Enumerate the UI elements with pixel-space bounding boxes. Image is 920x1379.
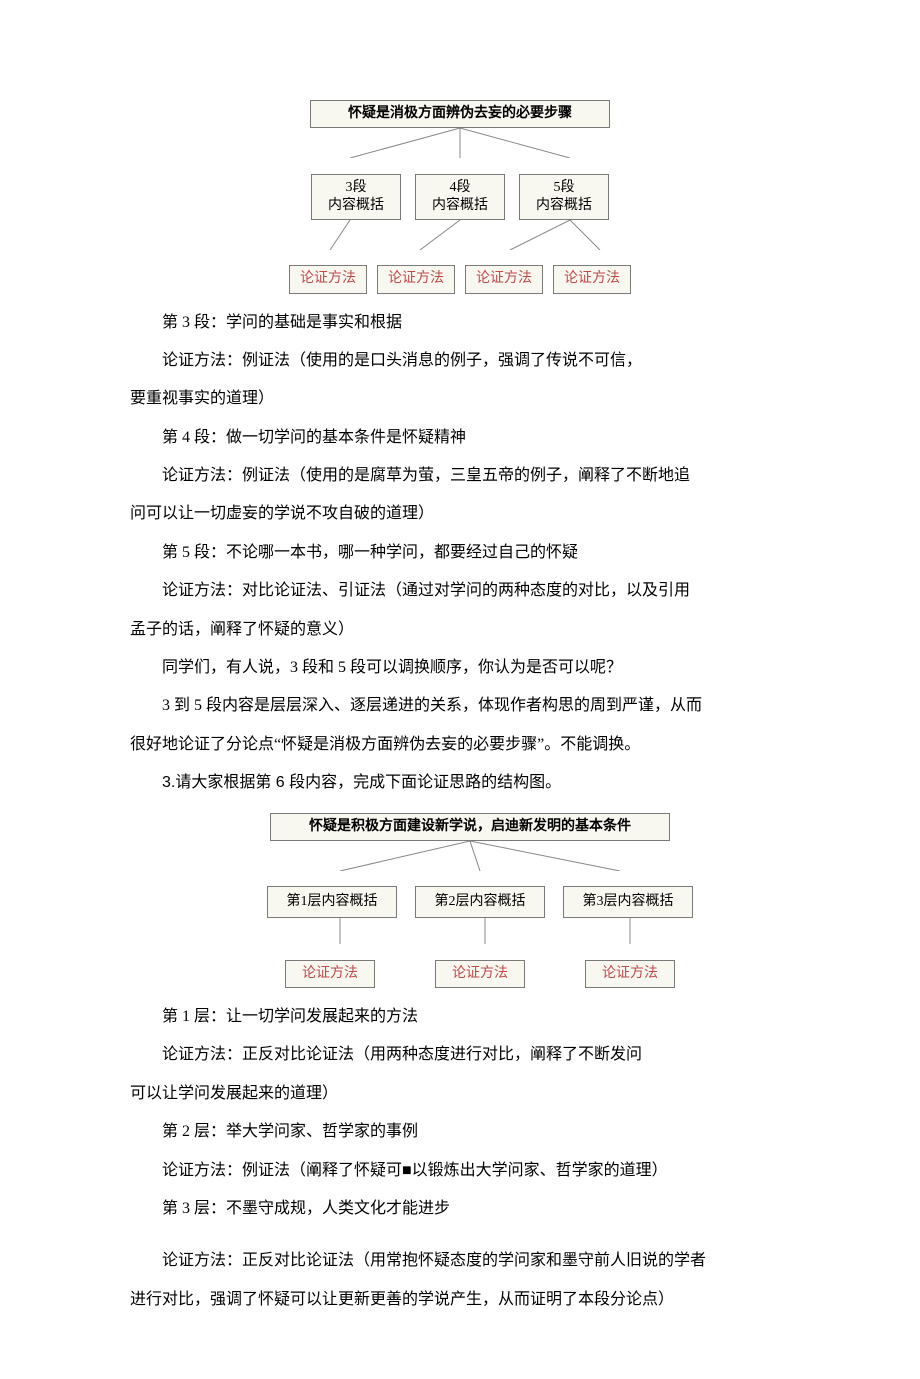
p-l3-title: 第 3 层：不墨守成规，人类文化才能进步	[130, 1190, 790, 1228]
diagram2-mid-2: 第2层内容概括	[415, 886, 545, 918]
p-l3-method-cont: 进行对比，强调了怀疑可以让更新更善的学说产生，从而证明了本段分论点）	[130, 1281, 790, 1319]
p-d4-title: 第 4 段：做一切学问的基本条件是怀疑精神	[130, 419, 790, 457]
p-d5-method-cont: 孟子的话，阐释了怀疑的意义）	[130, 611, 790, 649]
diagram1-b4: 论证方法	[553, 265, 631, 293]
diagram2-connector-top	[260, 841, 700, 871]
p-l2-method: 论证方法：例证法（阐释了怀疑可■以锻炼出大学问家、哲学家的道理）	[130, 1152, 790, 1190]
diagram1-b3: 论证方法	[465, 265, 543, 293]
p-l1-method: 论证方法：正反对比论证法（用两种态度进行对比，阐释了不断发问	[130, 1036, 790, 1074]
diagram2-bottom-row: 论证方法 论证方法 论证方法	[260, 960, 700, 988]
p-d5-title: 第 5 段：不论哪一本书，哪一种学问，都要经过自己的怀疑	[130, 534, 790, 572]
diagram-2: 怀疑是积极方面建设新学说，启迪新发明的基本条件 第1层内容概括 第2层内容概括 …	[260, 813, 790, 988]
diagram1-b1: 论证方法	[289, 265, 367, 293]
diagram1-mid-1: 3段 内容概括	[311, 174, 401, 220]
p-l1-title: 第 1 层：让一切学问发展起来的方法	[130, 998, 790, 1036]
p-a1-cont: 很好地论证了分论点“怀疑是消极方面辨伪去妄的必要步骤”。不能调换。	[130, 726, 790, 764]
p-d3-method: 论证方法：例证法（使用的是口头消息的例子，强调了传说不可信，	[130, 342, 790, 380]
p-d3-title: 第 3 段：学问的基础是事实和根据	[130, 304, 790, 342]
p-d3-method-cont: 要重视事实的道理）	[130, 380, 790, 418]
diagram2-b2: 论证方法	[435, 960, 525, 988]
diagram1-mid-3: 5段 内容概括	[519, 174, 609, 220]
diagram2-connector-bottom	[260, 918, 700, 944]
diagram2-b1: 论证方法	[285, 960, 375, 988]
diagram2-title: 怀疑是积极方面建设新学说，启迪新发明的基本条件	[270, 813, 670, 841]
diagram1-connector-top	[280, 128, 640, 158]
diagram-1: 怀疑是消极方面辨伪去妄的必要步骤 3段 内容概括 4段 内容概括 5段 内容概括	[280, 100, 790, 294]
task3-text: 3.请大家根据第 6 段内容，完成下面论证思路的结构图。	[162, 774, 561, 791]
mid1-line1: 3段	[318, 179, 394, 197]
p-l3-method: 论证方法：正反对比论证法（用常抱怀疑态度的学问家和墨守前人旧说的学者	[130, 1242, 790, 1280]
diagram1-mid-row: 3段 内容概括 4段 内容概括 5段 内容概括	[280, 174, 640, 220]
diagram1-bottom-row: 论证方法 论证方法 论证方法 论证方法	[280, 265, 640, 293]
diagram1-connector-bottom	[280, 220, 640, 250]
spacer	[130, 1228, 790, 1242]
p-d4-method-cont: 问可以让一切虚妄的学说不攻自破的道理）	[130, 495, 790, 533]
p-a1: 3 到 5 段内容是层层深入、逐层递进的关系，体现作者构思的周到严谨，从而	[130, 687, 790, 725]
diagram1-title: 怀疑是消极方面辨伪去妄的必要步骤	[310, 100, 610, 128]
p-l1-method-cont: 可以让学问发展起来的道理）	[130, 1075, 790, 1113]
p-d5-method: 论证方法：对比论证法、引证法（通过对学问的两种态度的对比，以及引用	[130, 572, 790, 610]
diagram1-mid-2: 4段 内容概括	[415, 174, 505, 220]
diagram2-mid-1: 第1层内容概括	[267, 886, 397, 918]
diagram2-b3: 论证方法	[585, 960, 675, 988]
diagram2-mid-3: 第3层内容概括	[563, 886, 693, 918]
document-page: 怀疑是消极方面辨伪去妄的必要步骤 3段 内容概括 4段 内容概括 5段 内容概括	[0, 0, 920, 1379]
mid2-line2: 内容概括	[422, 197, 498, 215]
mid3-line1: 5段	[526, 179, 602, 197]
diagram2-mid-row: 第1层内容概括 第2层内容概括 第3层内容概括	[260, 886, 700, 918]
p-d4-method: 论证方法：例证法（使用的是腐草为萤，三皇五帝的例子，阐释了不断地追	[130, 457, 790, 495]
p-q1: 同学们，有人说，3 段和 5 段可以调换顺序，你认为是否可以呢？	[130, 649, 790, 687]
mid2-line1: 4段	[422, 179, 498, 197]
p-l2-title: 第 2 层：举大学问家、哲学家的事例	[130, 1113, 790, 1151]
p-task3: 3.请大家根据第 6 段内容，完成下面论证思路的结构图。	[130, 764, 790, 802]
diagram1-b2: 论证方法	[377, 265, 455, 293]
mid3-line2: 内容概括	[526, 197, 602, 215]
mid1-line2: 内容概括	[318, 197, 394, 215]
